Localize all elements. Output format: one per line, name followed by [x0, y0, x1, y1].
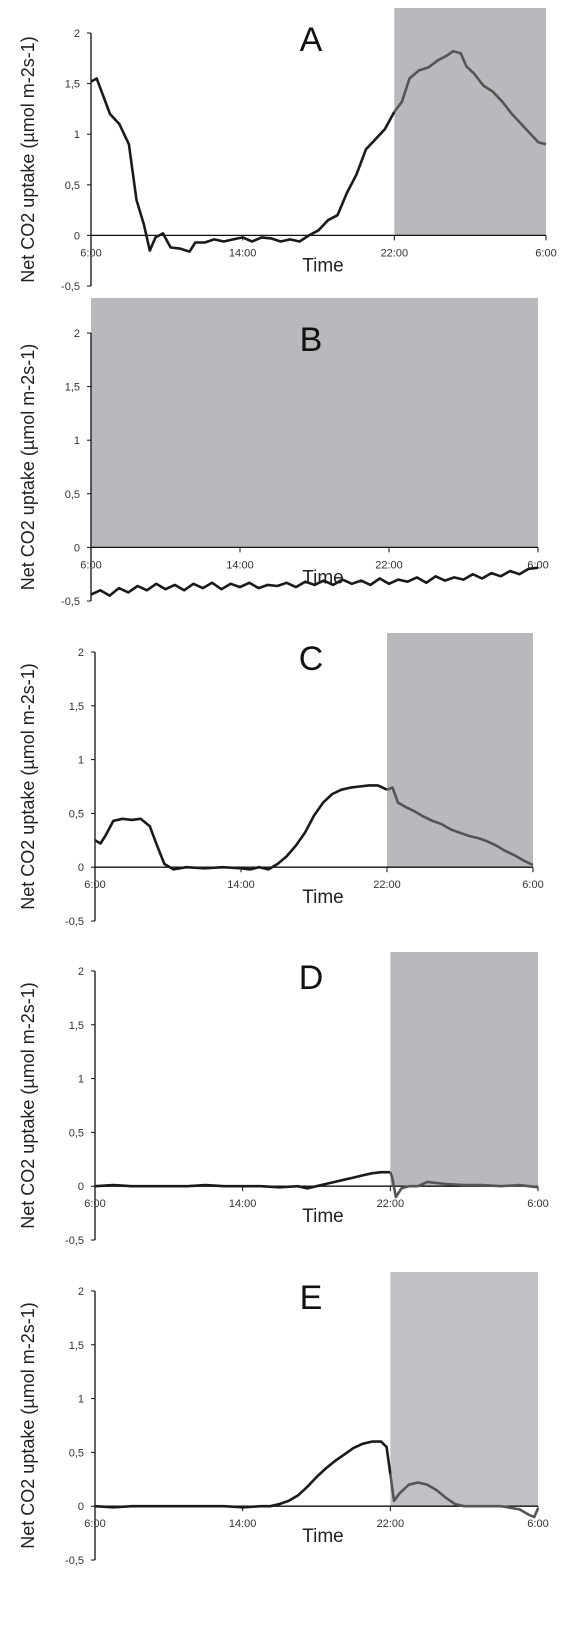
panel-letter: A — [300, 21, 323, 59]
y-tick-label: 1,5 — [69, 701, 84, 713]
y-axis-title: Net CO2 uptake (µmol m-2s-1) — [18, 982, 38, 1228]
y-tick-label: 1 — [74, 129, 80, 141]
y-tick-label: 1 — [74, 435, 80, 447]
x-tick-label: 6:00 — [522, 879, 543, 891]
y-tick-label: 0 — [78, 1181, 84, 1193]
y-tick-label: 2 — [74, 28, 80, 40]
x-tick-label: 6:00 — [84, 1518, 105, 1530]
x-tick-label: 6:00 — [80, 247, 101, 259]
y-tick-label: -0,5 — [65, 1235, 84, 1247]
y-tick-label: 1 — [78, 755, 84, 767]
series-line-dark-period — [393, 49, 547, 146]
y-tick-label: 0,5 — [65, 489, 80, 501]
x-tick-label: 22:00 — [375, 559, 403, 571]
series-line-light-period — [94, 1170, 391, 1190]
x-axis-title: Time — [302, 1206, 344, 1227]
y-tick-label: 0,5 — [69, 808, 84, 820]
x-tick-label: 14:00 — [229, 1518, 257, 1530]
series-line-dark-period — [389, 1473, 540, 1519]
x-tick-label: 22:00 — [373, 879, 401, 891]
dark-period-shade — [91, 298, 538, 548]
panel-letter: C — [299, 640, 324, 678]
x-axis-title: Time — [302, 887, 344, 908]
y-axis-title: Net CO2 uptake (µmol m-2s-1) — [18, 1302, 38, 1548]
panel-letter: B — [300, 321, 323, 359]
y-axis-title: Net CO2 uptake (µmol m-2s-1) — [18, 663, 38, 909]
panel-a: A 2 1,5 1 0,5 0 -0,5 6:00 14:00 22:00 6:00 Time Net … — [18, 8, 557, 293]
panel-letter: D — [299, 959, 324, 997]
y-tick-label: 0,5 — [69, 1447, 84, 1459]
y-tick-label: 2 — [78, 1286, 84, 1298]
x-tick-label: 6:00 — [84, 879, 105, 891]
y-tick-label: 0,5 — [69, 1127, 84, 1139]
x-axis-title: Time — [302, 567, 344, 588]
series-line-dark-period — [386, 786, 534, 867]
y-tick-label: 1 — [78, 1074, 84, 1086]
y-tick-label: 2 — [78, 966, 84, 978]
y-tick-label: 1,5 — [69, 1020, 84, 1032]
y-tick-label: 2 — [78, 647, 84, 659]
panel-letter: E — [300, 1279, 323, 1317]
y-tick-label: 0 — [74, 230, 80, 242]
x-axis-title: Time — [302, 255, 344, 276]
panel-b: B21,510,50-0,56:00 14:00 22:00 6:00TimeNet … — [18, 298, 549, 608]
y-axis-title: Net CO2 uptake (µmol m-2s-1) — [18, 344, 38, 590]
x-tick-label: 22:00 — [381, 247, 409, 259]
y-tick-label: 1,5 — [65, 382, 80, 394]
y-tick-label: -0,5 — [61, 281, 80, 293]
y-tick-label: 1,5 — [69, 1340, 84, 1352]
x-tick-label: 6:00 — [527, 1518, 548, 1530]
y-tick-label: 0 — [78, 1501, 84, 1513]
series-line-dark-period — [90, 566, 539, 597]
dark-period-shade — [387, 633, 533, 868]
series-line-dark-period — [389, 1171, 539, 1199]
y-axis-title: Net CO2 uptake (µmol m-2s-1) — [18, 36, 38, 282]
dark-period-shade — [394, 8, 546, 236]
y-tick-label: 1,5 — [65, 79, 80, 91]
dark-period-shade — [390, 952, 538, 1187]
x-tick-label: 22:00 — [377, 1518, 405, 1530]
y-tick-label: -0,5 — [65, 1555, 84, 1567]
panel-e: E 2 1,5 1 0,5 0 -0,5 6:00 14:00 22:00 6:00 Time Net … — [18, 1272, 549, 1567]
series-line-light-period — [94, 1440, 392, 1509]
series-line-light-period — [94, 784, 388, 871]
series-line-light-period — [90, 77, 396, 253]
panel-c: C 2 1,5 1 0,5 0 -0,5 6:00 14:00 22:00 6:00 Time Net … — [18, 633, 544, 928]
x-tick-label: 14:00 — [226, 559, 254, 571]
x-tick-label: 14:00 — [229, 247, 257, 259]
x-tick-label: 6:00 — [80, 559, 101, 571]
x-tick-label: 6:00 — [535, 247, 556, 259]
y-tick-label: -0,5 — [61, 596, 80, 608]
dark-period-shade — [390, 1272, 538, 1507]
y-tick-label: 2 — [74, 328, 80, 340]
y-tick-label: 1 — [78, 1394, 84, 1406]
x-tick-label: 6:00 — [527, 1198, 548, 1210]
x-tick-label: 14:00 — [229, 1198, 257, 1210]
y-tick-label: 0,5 — [65, 180, 80, 192]
x-axis-title: Time — [302, 1526, 344, 1547]
x-tick-label: 22:00 — [377, 1198, 405, 1210]
y-tick-label: 0 — [74, 542, 80, 554]
y-tick-label: -0,5 — [65, 916, 84, 928]
y-tick-label: 0 — [78, 862, 84, 874]
panel-d: D 2 1,5 1 0,5 0 -0,5 6:00 14:00 22:00 6:00 Time Net … — [18, 952, 549, 1247]
x-tick-label: 14:00 — [227, 879, 255, 891]
x-tick-label: 6:00 — [84, 1198, 105, 1210]
